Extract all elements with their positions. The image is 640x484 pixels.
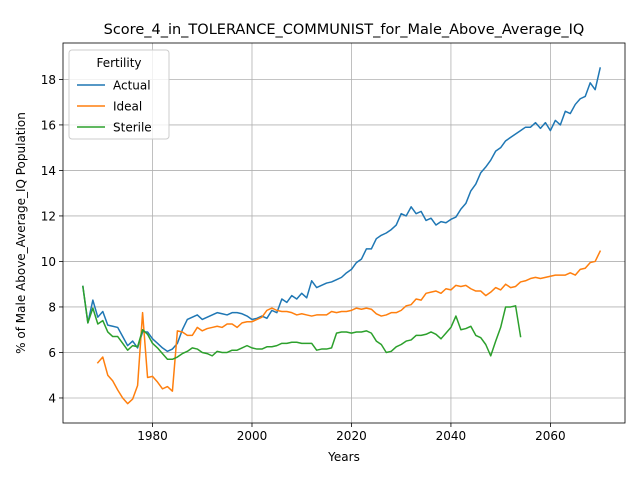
x-tick-label: 2040 xyxy=(436,429,467,443)
series-lines xyxy=(82,67,602,405)
legend: Fertility Actual Ideal Sterile xyxy=(68,49,170,140)
x-tick-label: 2000 xyxy=(237,429,268,443)
series-line-ideal xyxy=(96,250,602,405)
legend-title: Fertility xyxy=(96,56,141,70)
y-tick-label: 14 xyxy=(41,164,56,178)
legend-entries: Actual Ideal Sterile xyxy=(77,79,152,135)
series-line-sterile xyxy=(82,285,522,361)
x-axis-label: Years xyxy=(327,450,360,464)
y-tick-label: 12 xyxy=(41,209,56,223)
x-tick-label: 1980 xyxy=(137,429,168,443)
legend-label-ideal: Ideal xyxy=(113,100,142,114)
chart-title: Score_4_in_TOLERANCE_COMMUNIST_for_Male_… xyxy=(104,22,585,38)
y-axis-label: % of Male Above_Average_IQ Population xyxy=(14,112,28,354)
legend-label-actual: Actual xyxy=(113,79,151,93)
series-line-actual xyxy=(82,67,602,353)
axes-frame xyxy=(62,42,626,424)
y-tick-label: 8 xyxy=(48,300,56,314)
y-tick-label: 4 xyxy=(48,391,56,405)
grid xyxy=(63,43,625,423)
x-tick-label: 2060 xyxy=(535,429,566,443)
x-tick-label: 2020 xyxy=(336,429,367,443)
y-tick-label: 18 xyxy=(41,73,56,87)
y-tick-label: 10 xyxy=(41,255,56,269)
ticks: 1980 2000 2020 2040 2060 4 6 8 10 12 14 16 18 xyxy=(41,73,566,443)
y-tick-label: 6 xyxy=(48,346,56,360)
y-tick-label: 16 xyxy=(41,118,56,132)
legend-box xyxy=(68,49,170,140)
legend-label-sterile: Sterile xyxy=(113,121,152,135)
